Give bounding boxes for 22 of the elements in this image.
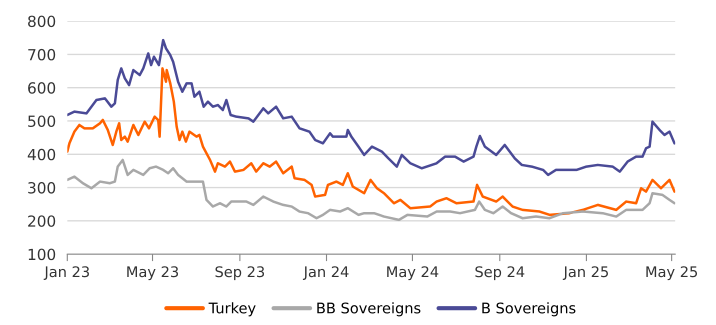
x-tick-label: May 23 — [127, 266, 178, 280]
y-tick-label: 800 — [28, 16, 56, 28]
x-tick-label: Jan 25 — [562, 266, 608, 280]
y-tick-label: 400 — [28, 148, 56, 160]
line-series — [67, 158, 676, 222]
x-tick-label: Sep 23 — [215, 266, 264, 280]
legend-label: BB Sovereigns — [317, 302, 420, 316]
y-tick-label: 300 — [28, 182, 56, 194]
line-series — [67, 38, 676, 176]
x-tick-label: Jan 24 — [302, 266, 349, 280]
y-tick-label: 100 — [28, 248, 56, 260]
y-tick-label: 600 — [28, 82, 56, 94]
x-tick-label: May 25 — [646, 266, 698, 280]
y-tick-label: 700 — [28, 48, 56, 60]
y-tick-label: 500 — [28, 115, 56, 128]
x-tick-label: Sep 24 — [475, 266, 524, 280]
legend-label: Turkey — [208, 302, 256, 316]
line-series — [67, 67, 676, 216]
x-tick-label: Jan 23 — [44, 266, 89, 280]
y-tick-label: 200 — [28, 215, 56, 227]
x-tick-label: May 24 — [387, 266, 438, 280]
legend-label: B Sovereigns — [482, 302, 576, 316]
